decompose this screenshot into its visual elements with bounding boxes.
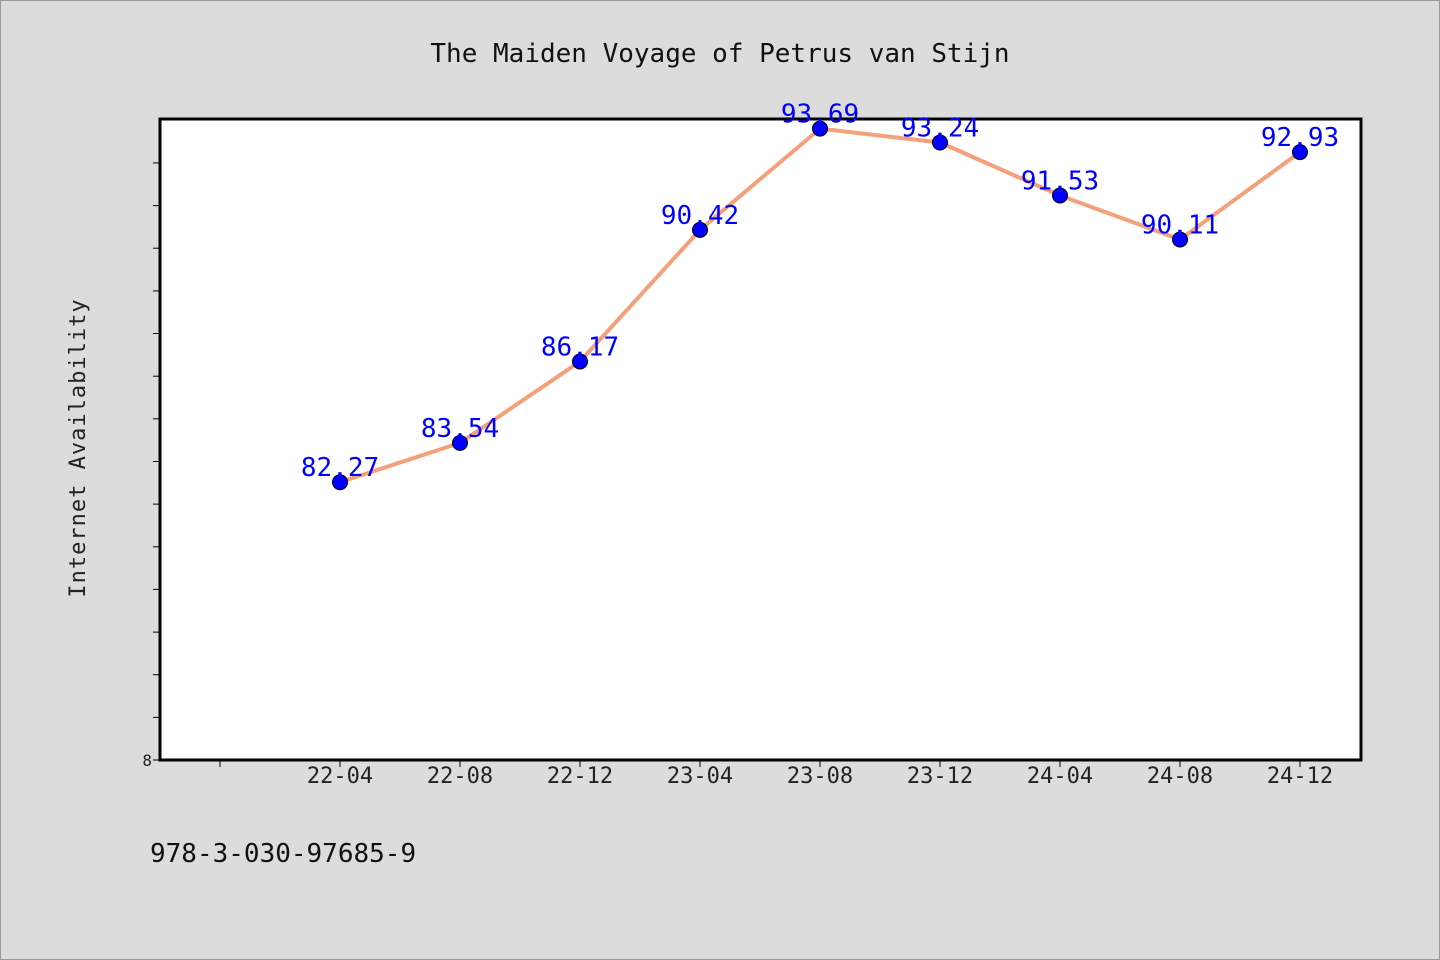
x-tick-label: 24-08 bbox=[1147, 764, 1213, 789]
data-point bbox=[332, 474, 348, 491]
x-tick-label: 23-08 bbox=[787, 764, 853, 789]
data-label: 93.69 bbox=[781, 100, 859, 130]
data-labels: 82.27 83.54 86.17 90.42 93.69 93.24 91.53 90.11… bbox=[301, 100, 1339, 484]
data-label: 91.53 bbox=[1021, 167, 1099, 197]
data-point bbox=[692, 221, 708, 238]
data-label: 83.54 bbox=[421, 414, 499, 444]
x-axis-ticks: 22-04 22-08 22-12 23-04 23-08 23-12 24-04 24-08… bbox=[219, 760, 1333, 789]
data-label: 93.24 bbox=[901, 114, 979, 144]
data-point bbox=[1052, 187, 1068, 204]
data-label: 92.93 bbox=[1261, 123, 1339, 153]
y-tick-label: 8 bbox=[142, 751, 152, 770]
x-tick-label: 23-04 bbox=[667, 764, 733, 789]
data-label: 90.42 bbox=[661, 201, 739, 231]
data-point bbox=[932, 134, 948, 151]
x-tick-label: 23-12 bbox=[907, 764, 973, 789]
data-label: 86.17 bbox=[541, 333, 619, 363]
x-tick-label: 24-04 bbox=[1027, 764, 1093, 789]
chart-title: The Maiden Voyage of Petrus van Stijn bbox=[430, 39, 1009, 69]
x-tick-label: 24-12 bbox=[1267, 764, 1333, 789]
data-point bbox=[1292, 144, 1308, 161]
data-point bbox=[812, 120, 828, 137]
data-point bbox=[452, 434, 468, 451]
series-markers bbox=[332, 120, 1308, 491]
data-point bbox=[1172, 231, 1188, 248]
data-point bbox=[572, 353, 588, 370]
data-label: 90.11 bbox=[1141, 211, 1219, 241]
y-axis-ticks bbox=[153, 162, 160, 761]
x-tick-label: 22-04 bbox=[307, 764, 373, 789]
plot-area bbox=[158, 117, 1363, 762]
y-axis-label: Internet Availability bbox=[66, 298, 91, 597]
x-tick-label: 22-08 bbox=[427, 764, 493, 789]
x-tick-label: 22-12 bbox=[547, 764, 613, 789]
isbn-text: 978-3-030-97685-9 bbox=[150, 839, 416, 869]
data-label: 82.27 bbox=[301, 453, 379, 483]
